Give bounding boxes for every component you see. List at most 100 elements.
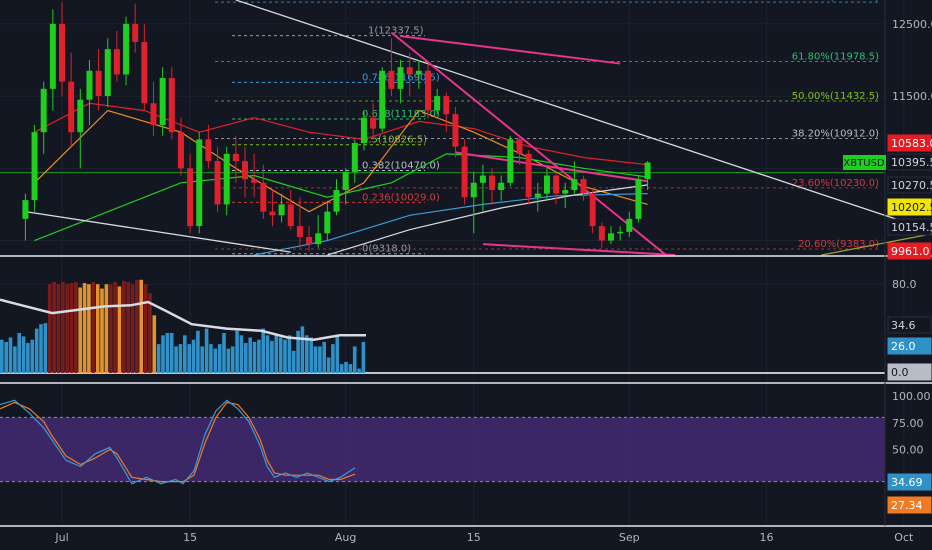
candle[interactable]	[333, 179, 340, 216]
candle[interactable]	[534, 182, 541, 212]
candle[interactable]	[315, 215, 322, 248]
volume-bar[interactable]	[178, 344, 183, 373]
volume-bar[interactable]	[82, 283, 87, 373]
candle[interactable]	[68, 52, 75, 147]
volume-bar[interactable]	[174, 346, 178, 373]
volume-bar[interactable]	[191, 339, 196, 373]
volume-bar[interactable]	[56, 284, 61, 373]
candle[interactable]	[141, 23, 148, 111]
candle[interactable]	[260, 164, 267, 219]
candle[interactable]	[168, 67, 175, 140]
volume-bar[interactable]	[152, 315, 157, 373]
volume-bar[interactable]	[204, 328, 209, 373]
candle[interactable]	[489, 168, 496, 205]
candle[interactable]	[324, 200, 331, 241]
candle[interactable]	[498, 175, 505, 201]
candle[interactable]	[123, 16, 130, 86]
volume-bar[interactable]	[126, 282, 130, 373]
volume-bar[interactable]	[248, 337, 252, 374]
volume-bar[interactable]	[156, 344, 161, 373]
candle[interactable]	[608, 226, 614, 245]
volume-bar[interactable]	[78, 287, 82, 374]
trendline[interactable]	[235, 0, 932, 255]
volume-bar[interactable]	[130, 284, 135, 373]
candle[interactable]	[379, 67, 386, 133]
candle[interactable]	[177, 117, 184, 176]
volume-bar[interactable]	[26, 343, 30, 373]
candle[interactable]	[479, 164, 486, 212]
volume-bar[interactable]	[209, 344, 213, 373]
candle[interactable]	[104, 38, 111, 107]
candle[interactable]	[507, 135, 514, 187]
candle[interactable]	[434, 88, 441, 115]
candle[interactable]	[562, 182, 569, 209]
candle[interactable]	[296, 197, 303, 248]
volume-bar[interactable]	[287, 335, 292, 373]
candle[interactable]	[95, 49, 102, 111]
volume-bar[interactable]	[270, 340, 274, 373]
volume-bar[interactable]	[322, 341, 326, 373]
candle[interactable]	[525, 150, 532, 205]
volume-bar[interactable]	[69, 283, 74, 373]
candle[interactable]	[59, 2, 65, 97]
candle[interactable]	[626, 211, 633, 237]
candle[interactable]	[580, 175, 587, 201]
candle[interactable]	[461, 139, 468, 205]
volume-bar[interactable]	[300, 326, 305, 373]
candle[interactable]	[470, 171, 477, 234]
volume-bar[interactable]	[43, 323, 48, 373]
volume-bar[interactable]	[169, 333, 174, 373]
candle[interactable]	[397, 59, 404, 104]
stochastic-panel[interactable]	[0, 399, 885, 485]
volume-bar[interactable]	[91, 282, 96, 373]
volume-bar[interactable]	[87, 284, 91, 373]
candle[interactable]	[370, 103, 377, 140]
candle[interactable]	[132, 3, 139, 53]
volume-bar[interactable]	[265, 335, 270, 373]
trendline[interactable]	[482, 243, 676, 256]
volume-bar[interactable]	[230, 346, 235, 373]
volume-bar[interactable]	[21, 336, 26, 373]
candle[interactable]	[415, 59, 422, 89]
candle[interactable]	[543, 168, 550, 201]
volume-bar[interactable]	[344, 361, 348, 373]
candle[interactable]	[49, 9, 56, 111]
volume-bar[interactable]	[196, 330, 200, 373]
price-panel[interactable]: 1(12337.5)0.786(11690.5)0.618(11183.0)0.…	[0, 0, 932, 526]
trendline[interactable]	[25, 211, 291, 253]
candle[interactable]	[617, 226, 624, 241]
volume-bar[interactable]	[161, 335, 165, 373]
candle[interactable]	[251, 153, 258, 198]
candle[interactable]	[187, 153, 194, 234]
volume-bar[interactable]	[108, 284, 113, 373]
candle[interactable]	[635, 175, 642, 223]
candle[interactable]	[589, 189, 596, 234]
candle[interactable]	[31, 124, 38, 212]
candle[interactable]	[388, 38, 395, 97]
volume-bar[interactable]	[117, 286, 122, 373]
volume-bar[interactable]	[222, 333, 226, 373]
volume-bar[interactable]	[8, 337, 13, 374]
volume-bar[interactable]	[13, 346, 17, 373]
candle[interactable]	[22, 193, 29, 241]
candle[interactable]	[516, 135, 523, 165]
candle[interactable]	[269, 189, 276, 227]
volume-bar[interactable]	[183, 335, 187, 373]
volume-bar[interactable]	[122, 280, 126, 373]
candle[interactable]	[287, 189, 294, 230]
volume-bar[interactable]	[30, 339, 35, 373]
volume-bar[interactable]	[217, 344, 222, 373]
candle[interactable]	[342, 168, 349, 205]
volume-bar[interactable]	[291, 350, 296, 373]
candle[interactable]	[40, 81, 47, 154]
volume-bar[interactable]	[61, 282, 65, 373]
volume-bar[interactable]	[65, 284, 69, 373]
candle[interactable]	[425, 63, 431, 118]
candle[interactable]	[232, 135, 239, 183]
volume-bar[interactable]	[34, 328, 39, 373]
candle[interactable]	[452, 106, 459, 158]
candle[interactable]	[406, 52, 413, 97]
candle[interactable]	[196, 132, 203, 234]
volume-bar[interactable]	[305, 335, 309, 373]
volume-bar[interactable]	[100, 288, 104, 373]
